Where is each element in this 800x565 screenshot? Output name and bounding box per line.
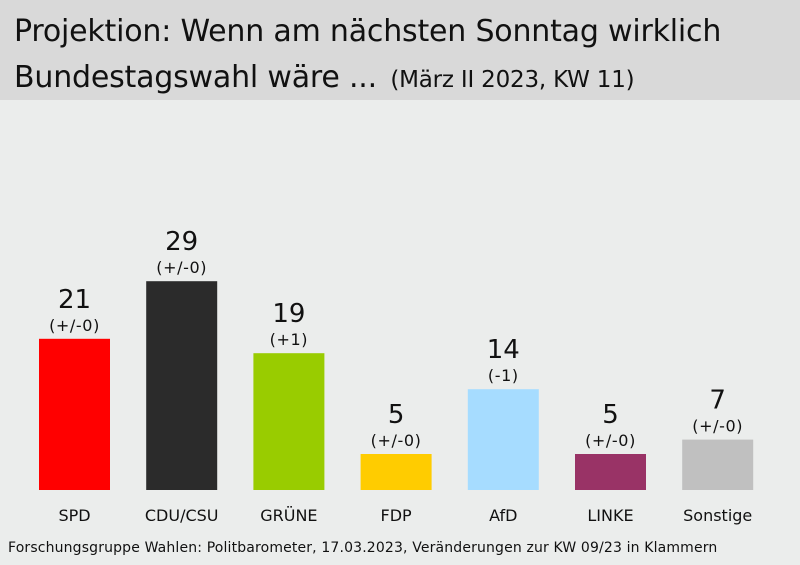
change-label: (+/-0) (371, 431, 422, 450)
bar-spd (39, 338, 110, 490)
change-label: (+/-0) (156, 258, 207, 277)
value-label: 29 (165, 227, 198, 257)
chart-header: Projektion: Wenn am nächsten Sonntag wir… (0, 0, 800, 100)
chart-title-text-2: Bundestagswahl wäre ... (14, 60, 377, 95)
bar-sonstige (682, 439, 754, 490)
chart-title-text-1: Projektion: Wenn am nächsten Sonntag wir… (14, 14, 722, 49)
bar-chart-area: (+/-0) 21 SPD (+/-0) 29 CDU/CSU (+1) 19 GRÜNE (+/… (0, 100, 800, 540)
bar-fdp (360, 454, 432, 490)
chart-subtitle: (März II 2023, KW 11) (390, 67, 635, 93)
change-label: (+/-0) (585, 431, 636, 450)
value-label: 5 (388, 400, 405, 430)
value-label: 19 (272, 299, 305, 329)
bar-afd (467, 389, 539, 490)
value-label: 7 (709, 386, 726, 416)
bar-cdu-csu (146, 281, 218, 490)
change-label: (+1) (270, 330, 308, 349)
category-label: SPD (58, 506, 90, 525)
bar-gr-ne (253, 353, 325, 490)
bar-linke (575, 454, 646, 490)
chart-title-line-1: Projektion: Wenn am nächsten Sonntag wir… (14, 14, 721, 49)
category-label: AfD (489, 506, 517, 525)
category-label: FDP (381, 506, 413, 525)
value-label: 14 (487, 335, 520, 365)
change-label: (-1) (488, 366, 519, 385)
value-label: 21 (58, 285, 91, 315)
change-label: (+/-0) (692, 417, 743, 436)
category-label: LINKE (587, 506, 633, 525)
category-label: Sonstige (683, 506, 752, 525)
chart-title-line-2: Bundestagswahl wäre ... (März II 2023, K… (14, 60, 635, 95)
value-label: 5 (602, 400, 619, 430)
category-label: CDU/CSU (145, 506, 219, 525)
bar-chart-svg: (+/-0)21SPD(+/-0)29CDU/CSU(+1)19GRÜNE(+/… (39, 227, 754, 525)
change-label: (+/-0) (49, 316, 100, 335)
source-note: Forschungsgruppe Wahlen: Politbarometer,… (8, 540, 718, 556)
category-label: GRÜNE (260, 506, 317, 525)
